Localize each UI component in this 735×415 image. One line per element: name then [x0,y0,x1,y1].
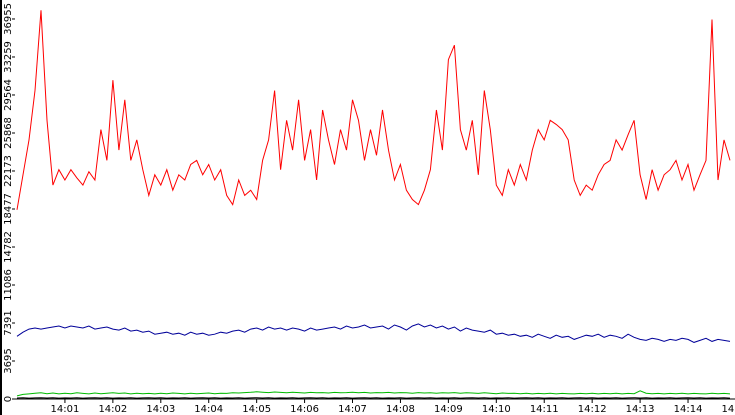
x-tick-label: 14:13 [626,404,655,415]
x-tick-label: 14:15 [722,404,735,415]
y-tick-label: 25868 [3,117,14,149]
x-tick-label: 14:02 [98,404,127,415]
y-tick-label: 22173 [3,155,14,187]
x-tick-label: 14:12 [578,404,607,415]
x-tick-label: 14:14 [674,404,703,415]
y-tick-label: 0 [3,396,14,402]
x-tick-label: 14:08 [386,404,415,415]
series-line [16,390,731,397]
x-tick-label: 14:07 [338,404,367,415]
y-tick-label: 29564 [3,79,14,111]
y-tick-label: 33259 [3,41,14,73]
y-tick-label: 3695 [3,348,14,373]
x-tick-label: 14:01 [51,404,80,415]
y-tick-label: 14782 [3,231,14,263]
x-tick-label: 14:04 [194,404,223,415]
x-tick-label: 14:11 [530,404,559,415]
y-tick-label: 18477 [3,193,14,225]
x-tick-label: 14:09 [434,404,463,415]
x-tick-label: 14:06 [290,404,319,415]
plot-area [16,10,731,399]
x-tick-label: 14:10 [482,404,511,415]
y-tick-label: 36955 [3,3,14,35]
y-tick-label: 11086 [3,269,14,301]
series-line [16,10,731,210]
series-line [16,323,731,343]
x-tick-label: 14:03 [146,404,175,415]
x-tick-label: 14:05 [242,404,271,415]
y-tick-label: 7391 [3,310,14,335]
